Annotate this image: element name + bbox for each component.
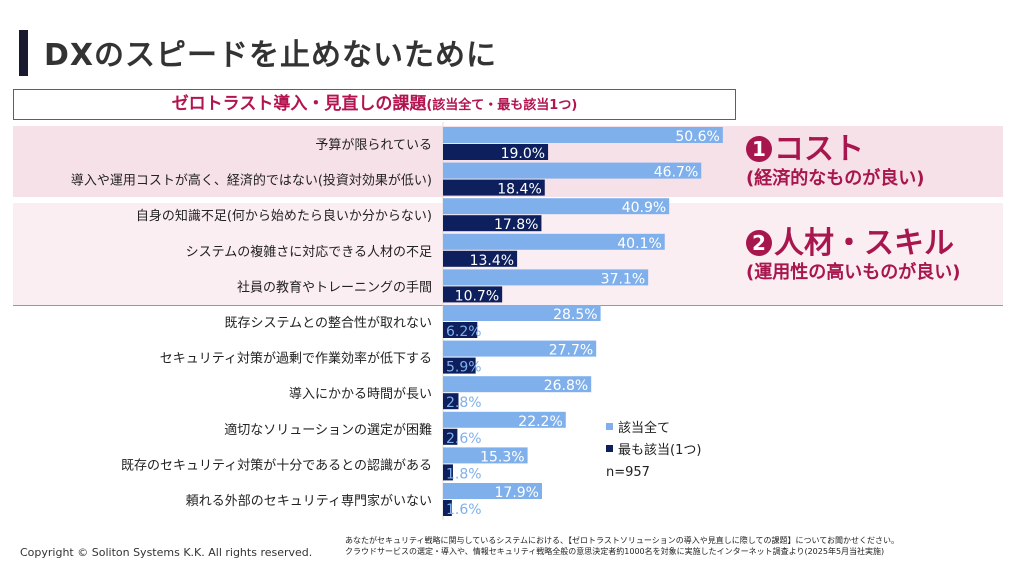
data-label-most: 19.0% [501,146,545,162]
data-label-most: 17.8% [494,217,538,233]
category-label: 導入にかかる時間が長い [289,387,432,402]
category-label: 既存システムとの整合性が取れない [225,316,432,331]
data-label-most: 1.8% [446,466,482,482]
bar-all [443,127,723,143]
legend-item-most: 最も該当(1つ) [606,440,701,462]
sample-size: n=957 [606,465,650,480]
data-label-all: 27.7% [549,343,593,359]
number-2-icon: 2 [746,230,772,256]
category-label: 適切なソリューションの選定が困難 [224,422,432,438]
data-label-all: 15.3% [480,449,524,465]
bar-all [443,447,528,464]
footnote-line: あなたがセキュリティ戦略に関与しているシステムにおける、【ゼロトラストソリューシ… [345,536,899,545]
bar-most [443,250,518,267]
legend-label: 該当全て [618,421,671,436]
data-label-all: 28.5% [553,307,597,323]
bar-all [443,376,592,393]
category-label: 頼れる外部のセキュリティ専門家がいない [186,493,432,509]
number-1-icon: 1 [746,136,772,162]
bar-most [443,322,478,338]
data-label-all: 50.6% [675,129,719,145]
bar-all [443,305,601,321]
bar-most [443,500,452,516]
bar-most [443,144,549,160]
category-label: 自身の知識不足(何から始めたら良いか分からない) [136,208,432,224]
footnote: あなたがセキュリティ戦略に関与しているシステムにおける、【ゼロトラストソリューシ… [345,535,899,557]
bar-all [443,233,665,250]
legend-item-all: 該当全て [606,418,701,440]
data-label-most: 5.9% [446,360,482,376]
bar-all [443,483,542,499]
callout-cost: 1 コスト (経済的なものが良い) [746,132,924,190]
category-label: セキュリティ対策が過剰で作業効率が低下する [160,351,432,367]
category-label: 予算が限られている [315,138,432,153]
data-label-most: 13.4% [470,253,514,269]
copyright: Copyright © Soliton Systems K.K. All rig… [20,546,313,559]
bar-all [443,162,702,179]
data-label-all: 17.9% [495,485,539,501]
callout-sub: (経済的なものが良い) [746,168,925,189]
data-label-most: 6.2% [446,324,482,340]
title-accent-bar [19,30,28,76]
chart-title-main: ゼロトラスト導入・見直しの課題 [171,94,427,114]
category-label: 導入や運用コストが高く、経済的ではない(投資対効果が低い) [71,173,432,189]
data-label-all: 46.7% [654,165,698,181]
category-label: 既存のセキュリティ対策が十分であるとの認識がある [121,457,432,473]
bar-most [443,357,476,374]
bar-most [443,215,542,232]
callout-sub: (運用性の高いものが良い) [746,262,961,283]
callout-title: コスト [774,132,864,167]
data-label-all: 40.9% [622,200,666,216]
footnote-line: クラウドサービスの選定・導入や、情報セキュリティ戦略全般の意思決定者約1000名… [345,547,885,556]
data-label-most: 2.8% [446,395,482,411]
legend-label: 最も該当(1つ) [618,443,702,458]
data-label-all: 22.2% [518,414,562,430]
bar-all [443,198,670,215]
data-label-most: 1.6% [446,502,482,518]
legend-swatch [606,423,613,430]
callout-title: 人材・スキル [774,226,954,261]
bar-all [443,411,566,428]
legend: 該当全て 最も該当(1つ) n=957 [606,418,701,484]
bar-all [443,340,597,357]
data-label-most: 18.4% [497,182,541,198]
bar-most [443,428,458,445]
chart-subtitle: (該当全て・最も該当1つ) [426,98,578,113]
data-label-all: 40.1% [617,236,661,252]
chart-title: ゼロトラスト導入・見直しの課題(該当全て・最も該当1つ) [13,89,736,120]
data-label-most: 10.7% [455,288,499,304]
legend-swatch [606,445,613,452]
page-title: DXのスピードを止めないために [44,38,498,73]
category-label: 社員の教育やトレーニングの手間 [237,279,432,295]
bar-most [443,464,453,481]
data-label-all: 26.8% [544,378,588,394]
bar-most [443,393,459,410]
bar-most [443,286,503,303]
category-label: システムの複雑さに対応できる人材の不足 [186,244,432,260]
bar-most [443,179,545,196]
bar-all [443,269,649,286]
callout-skill: 2 人材・スキル (運用性の高いものが良い) [746,226,960,284]
data-label-most: 2.6% [446,431,482,447]
data-label-all: 37.1% [601,271,645,287]
